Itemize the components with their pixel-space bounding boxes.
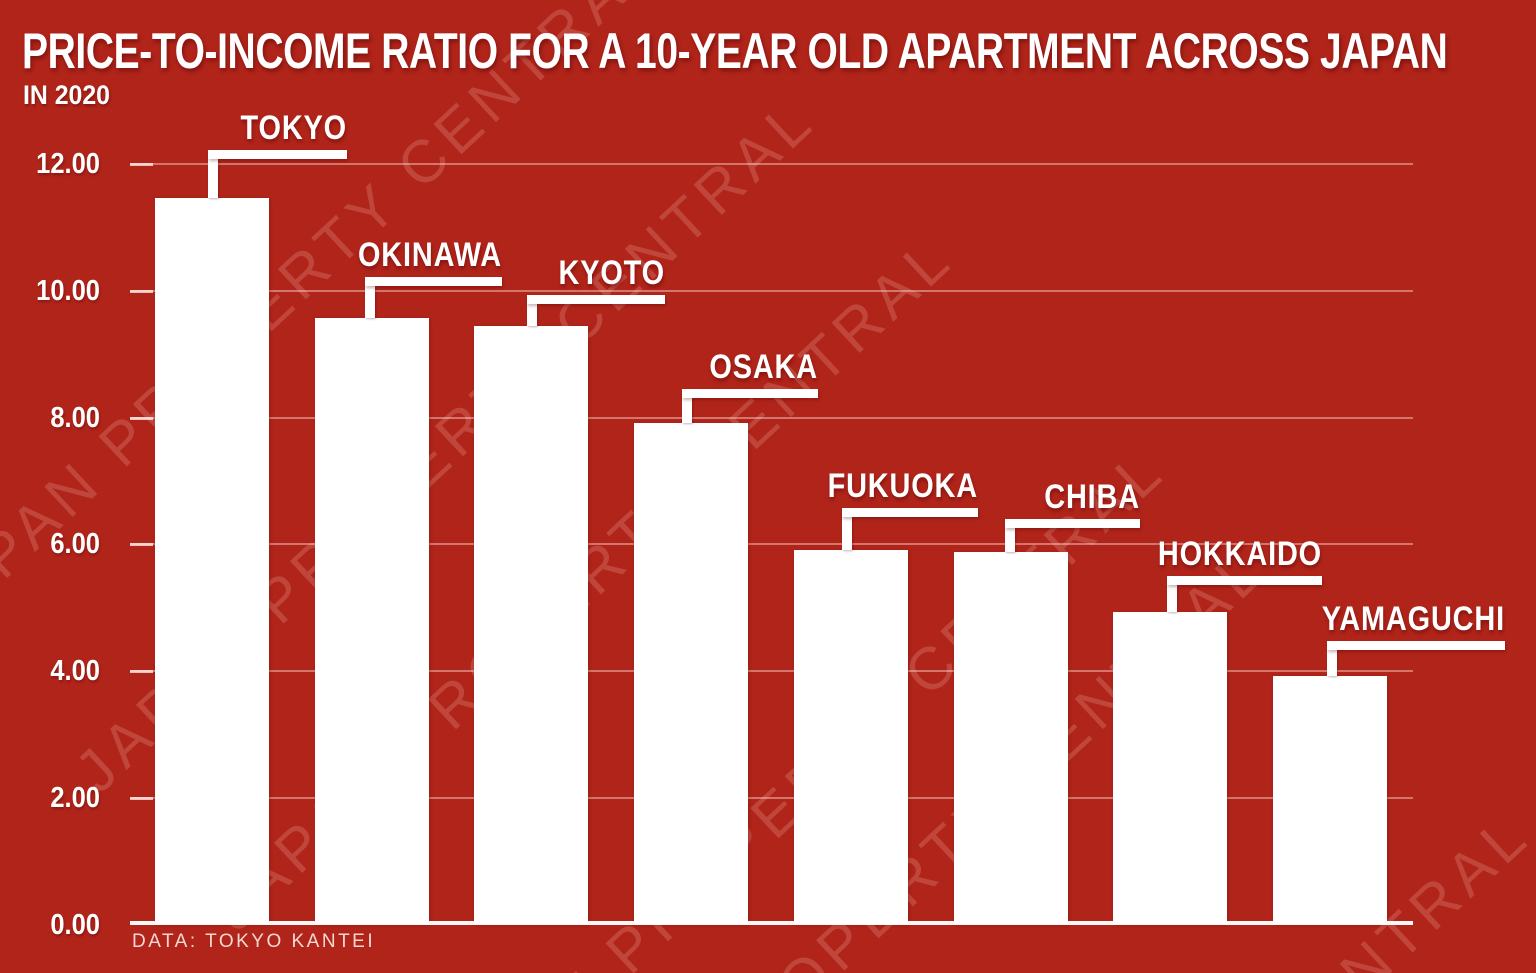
callout-tokyo-underline: [208, 150, 347, 159]
y-axis-label: 6.00: [50, 528, 100, 560]
tick-12.00: [130, 163, 153, 166]
gridline-8.00: [130, 417, 1413, 419]
y-axis-label: 0.00: [50, 909, 100, 941]
gridline-10.00: [130, 290, 1413, 292]
callout-fukuoka-connector: [842, 517, 852, 550]
tick-2.00: [130, 797, 153, 800]
callout-hokkaido-underline: [1167, 576, 1322, 585]
callout-tokyo-connector: [208, 159, 218, 198]
x-axis-baseline: [130, 921, 1413, 925]
y-axis-label: 4.00: [50, 655, 100, 687]
callout-okinawa-underline: [365, 277, 502, 286]
bar-okinawa: [315, 318, 429, 924]
bar-label-tokyo: TOKYO: [240, 109, 347, 147]
callout-chiba-connector: [1005, 528, 1015, 552]
bar-label-chiba: CHIBA: [1044, 478, 1140, 516]
callout-osaka-connector: [682, 398, 692, 423]
gridline-4.00: [130, 670, 1413, 672]
gridline-6.00: [130, 543, 1413, 545]
callout-osaka-underline: [682, 389, 818, 398]
callout-fukuoka-underline: [842, 508, 978, 517]
bar-label-kyoto: KYOTO: [558, 254, 665, 292]
bar-hokkaido: [1113, 612, 1227, 924]
bar-tokyo: [155, 198, 269, 924]
tick-4.00: [130, 670, 153, 673]
tick-6.00: [130, 543, 153, 546]
tick-8.00: [130, 417, 153, 420]
callout-chiba-underline: [1005, 519, 1140, 528]
y-axis-label: 10.00: [36, 275, 100, 307]
chart-subtitle: IN 2020: [23, 80, 111, 110]
callout-okinawa-connector: [365, 286, 375, 318]
bar-label-hokkaido: HOKKAIDO: [1157, 535, 1322, 573]
y-axis-label: 12.00: [36, 148, 100, 180]
bar-chiba: [954, 552, 1068, 924]
bar-yamaguchi: [1273, 676, 1387, 924]
bar-fukuoka: [794, 550, 908, 924]
chart-title: PRICE-TO-INCOME RATIO FOR A 10-YEAR OLD …: [22, 23, 1448, 79]
callout-kyoto-underline: [527, 295, 665, 304]
callout-yamaguchi-connector: [1327, 650, 1337, 676]
y-axis-label: 2.00: [50, 782, 100, 814]
callout-hokkaido-connector: [1167, 585, 1177, 612]
gridline-12.00: [130, 163, 1413, 165]
gridline-2.00: [130, 797, 1413, 799]
bar-kyoto: [474, 326, 588, 924]
callout-kyoto-connector: [527, 304, 537, 326]
bar-label-fukuoka: FUKUOKA: [827, 467, 978, 505]
y-axis-label: 8.00: [50, 402, 100, 434]
bar-label-yamaguchi: YAMAGUCHI: [1321, 600, 1505, 638]
bar-osaka: [634, 423, 748, 924]
bar-label-okinawa: OKINAWA: [357, 236, 502, 274]
source-note: DATA: TOKYO KANTEI: [132, 931, 376, 952]
callout-yamaguchi-underline: [1327, 641, 1505, 650]
tick-10.00: [130, 290, 153, 293]
bar-label-osaka: OSAKA: [709, 348, 818, 386]
